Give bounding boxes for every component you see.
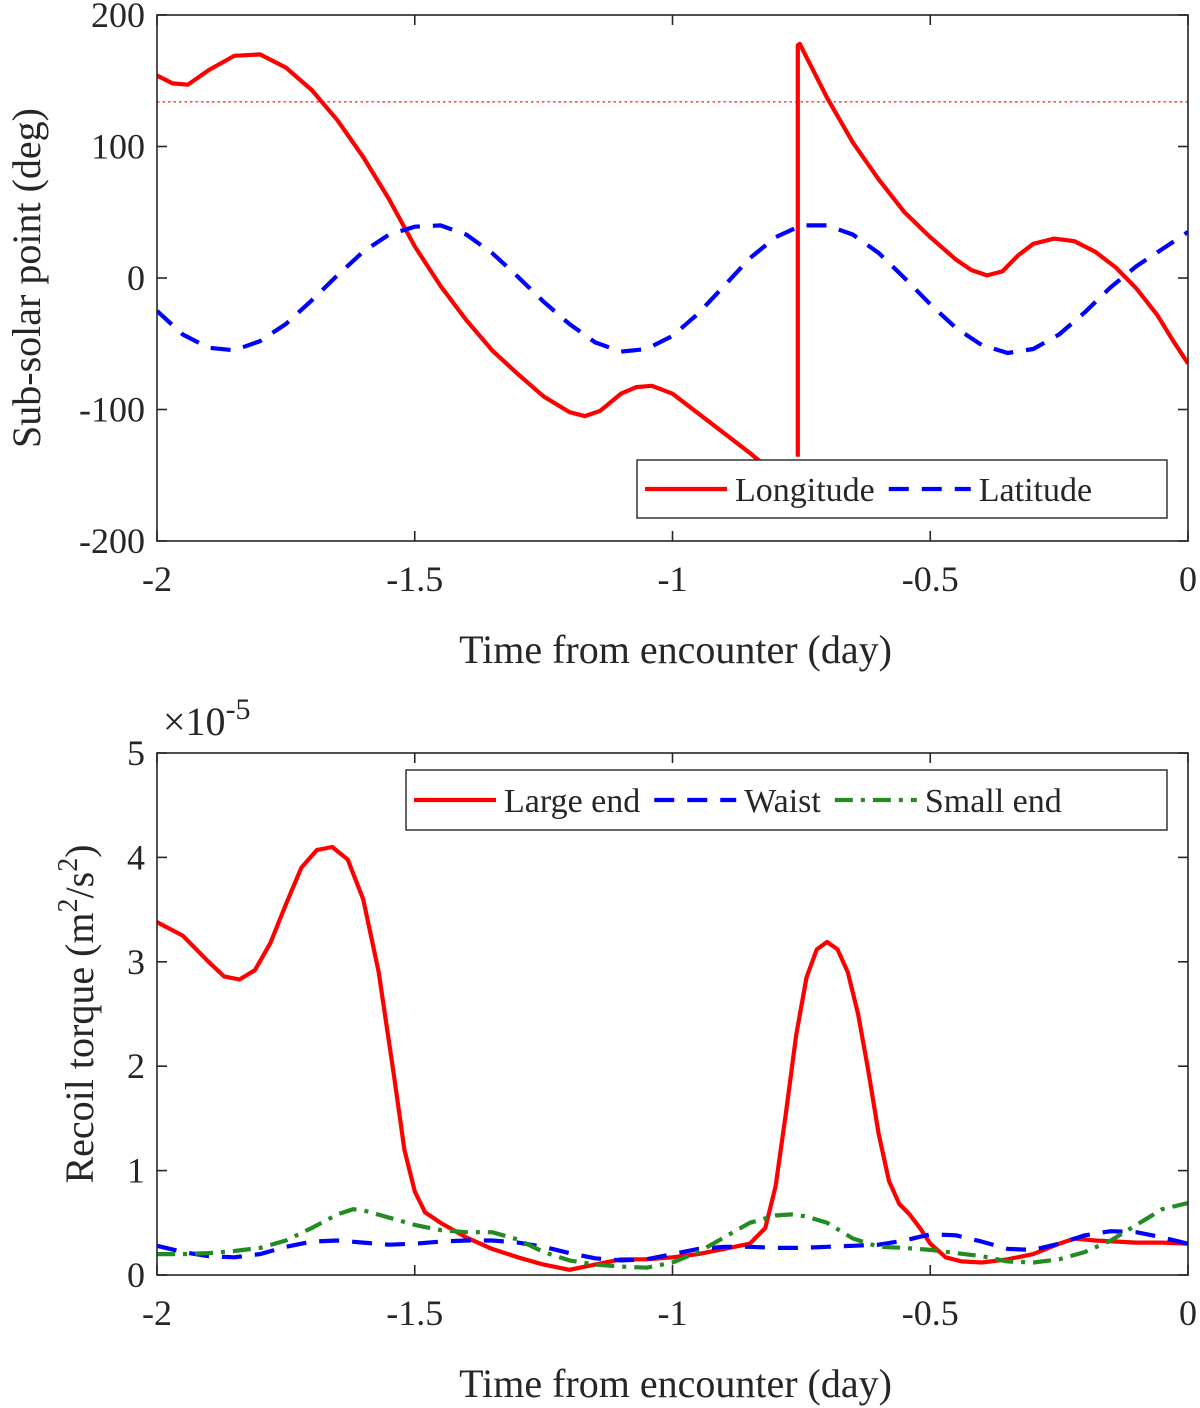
legend-label: Waist [744,783,821,820]
y-tick-label: 100 [91,127,145,167]
x-tick-label: -1.5 [386,559,443,599]
y-tick-label: 4 [127,837,145,877]
y-scale-exponent: -5 [226,693,251,726]
chart-2: -2 -1.5 -1 -0.5 0 0 1 2 3 4 5 Time from encounter (… [53,693,1197,1406]
series-waist [157,1229,1188,1263]
x-axis-label: Time from encounter (day) [459,627,892,672]
series-line [157,1229,1188,1263]
x-tick-label: -1 [658,559,688,599]
y-tick-label: -100 [79,390,145,430]
plot-area [157,753,1188,1275]
x-tick-label: -1.5 [386,1293,443,1333]
chart-1: -2 -1.5 -1 -0.5 0 -200 -100 0 100 200 Time from en… [4,0,1197,672]
y-tick-label: 0 [127,1255,145,1295]
legend-label: Small end [925,783,1062,820]
legend-label: Latitude [979,472,1092,509]
series-line [157,223,1188,356]
series-latitude [157,223,1188,356]
y-tick-label: 2 [127,1046,145,1086]
series-small-end [157,1200,1188,1270]
x-tick-label: -0.5 [902,559,959,599]
y-axis-label-superscript: 2 [53,898,84,912]
plot-area [157,15,1188,541]
y-tick-label: 200 [91,0,145,35]
y-scale-multiplier: ×10-5 [163,693,251,744]
y-tick-label: -200 [79,521,145,561]
y-axis-label-part: ) [57,844,102,857]
legend: Longitude Latitude [636,459,1168,519]
y-tick-label: 5 [127,733,145,773]
y-axis-label: Recoil torque (m2/s2) [53,844,102,1183]
y-tick-label: 0 [127,258,145,298]
y-axis-label-part: /s [57,872,102,899]
x-tick-label: 0 [1179,559,1197,599]
x-axis-label: Time from encounter (day) [459,1361,892,1406]
y-scale-base: ×10 [163,699,226,744]
x-tick-label: -2 [142,559,172,599]
legend-label: Longitude [735,472,875,509]
series-line [157,1200,1188,1270]
y-axis-label-part: Recoil torque (m [57,912,102,1183]
legend-box [405,769,1168,831]
y-tick-label: 3 [127,942,145,982]
series-longitude [157,41,1188,468]
series-line [157,52,767,468]
legend-label: Large end [504,783,640,820]
series-line [795,41,1188,457]
legend: Large end Waist Small end [405,769,1168,831]
x-tick-label: -1 [658,1293,688,1333]
x-tick-label: -2 [142,1293,172,1333]
y-tick-label: 1 [127,1151,145,1191]
y-axis-label-superscript: 2 [53,858,84,872]
x-tick-label: -0.5 [902,1293,959,1333]
y-axis-label: Sub-solar point (deg) [4,108,49,448]
x-tick-label: 0 [1179,1293,1197,1333]
